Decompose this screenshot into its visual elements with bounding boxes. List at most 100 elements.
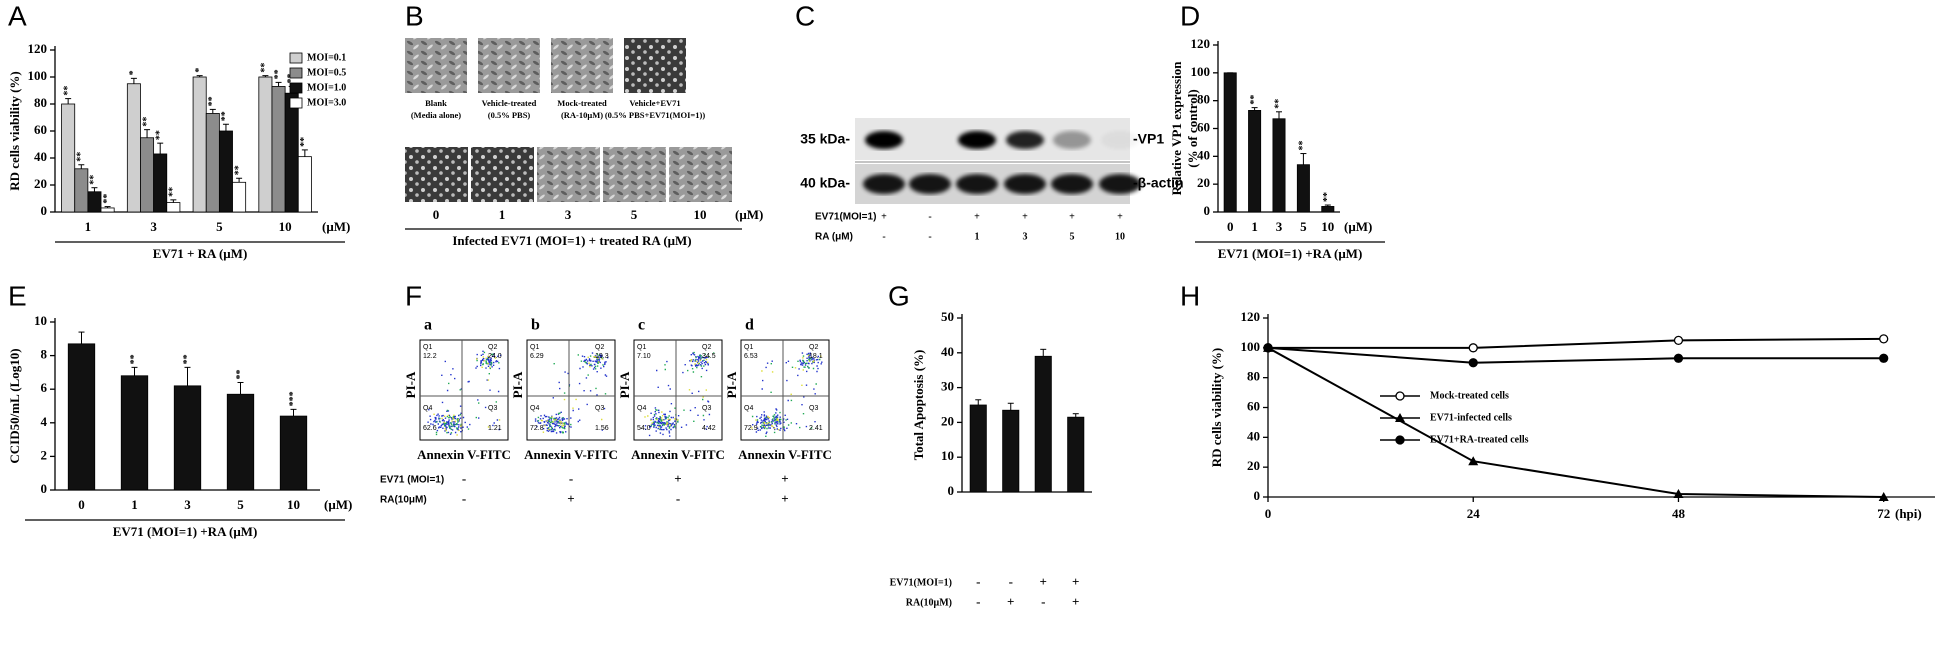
marker [1878, 492, 1889, 501]
y-tick-label: 100 [28, 68, 48, 83]
bar [74, 168, 89, 213]
quadrant-name: Q4 [530, 405, 539, 412]
plot-id: d [745, 317, 754, 334]
significance: ** [273, 69, 284, 79]
quadrant-name: Q1 [530, 344, 539, 351]
y-axis-label: PI-A [403, 371, 418, 398]
y-axis-label: Relative VP1 expression [1169, 61, 1184, 196]
y-tick-label: 4 [41, 414, 48, 429]
condition-value: - [1041, 594, 1045, 609]
condition-value: + [881, 211, 887, 222]
x-tick-label: 10 [279, 219, 292, 234]
bar [1248, 110, 1262, 213]
x-axis-label: Infected EV71 (MOI=1) + treated RA (μM) [452, 233, 691, 248]
quadrant-name: Q2 [488, 344, 497, 351]
legend-label: EV71+RA-treated cells [1430, 434, 1529, 445]
quadrant-name: Q3 [595, 405, 604, 412]
y-tick-label: 10 [34, 313, 47, 328]
legend-label: MOI=0.5 [307, 67, 346, 78]
micrograph [537, 147, 600, 202]
events [650, 351, 715, 431]
marker [1673, 489, 1684, 499]
marker [1468, 343, 1478, 353]
band [1099, 174, 1141, 194]
significance: ** [89, 175, 100, 185]
marker [1673, 353, 1684, 363]
y-tick-label: 0 [41, 481, 48, 496]
significance: ** [1298, 141, 1309, 151]
bar [1067, 416, 1085, 493]
mw-marker: 35 kDa- [800, 131, 850, 147]
quadrant-value: 72.9 [744, 425, 758, 432]
quadrant-name: Q2 [809, 344, 818, 351]
x-tick-label: 10 [287, 497, 300, 512]
quadrant-value: 72.8 [530, 425, 544, 432]
quadrant-value: 6.29 [530, 353, 544, 360]
panel-label: F [405, 280, 422, 311]
y-axis-label: RD cells viability (%) [1209, 348, 1224, 468]
marker [1468, 456, 1479, 466]
x-tick-label: 10 [694, 207, 707, 222]
significance: ** [154, 130, 165, 140]
quadrant-value: 24.0 [488, 353, 502, 360]
plot-frame [419, 339, 509, 441]
x-tick-label: 5 [1300, 219, 1307, 234]
y-tick-label: 2 [41, 447, 48, 462]
condition-value: + [781, 491, 788, 506]
legend-swatch [289, 67, 303, 79]
y-axis-label: PI-A [724, 371, 739, 398]
y-tick-label: 60 [1247, 398, 1260, 413]
condition-name: RA (μM) [815, 232, 853, 243]
quadrant-name: Q3 [488, 405, 497, 412]
condition-value: - [462, 491, 466, 506]
y-tick-label: 80 [1247, 369, 1260, 384]
x-tick-label: 48 [1672, 506, 1686, 521]
micrograph [405, 147, 468, 202]
legend-label: MOI=1.0 [307, 82, 346, 93]
marker [1879, 334, 1889, 344]
y-tick-label: 30 [941, 379, 954, 394]
marker [1673, 335, 1684, 346]
legend-label: MOI=0.1 [307, 52, 346, 63]
quadrant-name: Q4 [637, 405, 646, 412]
events [751, 354, 821, 437]
bar [1272, 118, 1286, 213]
y-tick-label: 120 [1191, 36, 1211, 51]
quadrant-name: Q1 [423, 344, 432, 351]
panel-label: G [888, 280, 910, 311]
significance: ** [1322, 192, 1333, 202]
y-tick-label: 40 [941, 344, 954, 359]
bar [153, 153, 168, 213]
panel-label: B [405, 0, 424, 31]
bar [271, 86, 286, 213]
y-tick-label: 40 [1247, 428, 1260, 443]
x-tick-label: 0 [433, 207, 440, 222]
bar [205, 113, 220, 213]
condition-value: + [1069, 211, 1075, 222]
panel-label: A [8, 0, 27, 31]
condition-value: + [1072, 574, 1079, 589]
series-line [1267, 346, 1884, 364]
quadrant-name: Q1 [637, 344, 646, 351]
y-tick-label: 60 [1197, 119, 1210, 134]
series-line [1267, 346, 1884, 498]
y-tick-label: 50 [941, 309, 954, 324]
marker [1263, 343, 1273, 353]
x-tick-label: 0 [78, 497, 85, 512]
y-tick-label: 20 [1197, 175, 1210, 190]
legend-swatch [289, 82, 303, 94]
quadrant-value: 18.1 [809, 353, 823, 360]
bar [1002, 409, 1020, 493]
condition-value: 1 [975, 231, 980, 242]
condition-name: EV71(MOI=1) [815, 212, 876, 223]
quadrant-value: 54.0 [637, 425, 651, 432]
bar [100, 207, 115, 213]
condition-value: + [567, 491, 574, 506]
x-tick-label: 1 [499, 207, 506, 222]
bar [232, 181, 247, 213]
x-axis-label: Annexin V-FITC [524, 447, 618, 462]
y-tick-label: 0 [948, 483, 955, 498]
band [865, 131, 903, 149]
quadrant-name: Q4 [423, 405, 432, 412]
